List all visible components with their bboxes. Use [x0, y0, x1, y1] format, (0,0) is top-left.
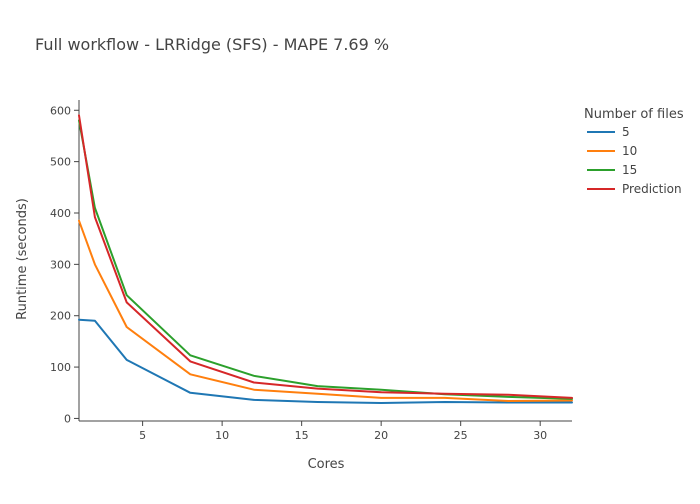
y-axis: 0 100 200 300 400 500 600: [50, 100, 80, 425]
x-tick-label: 5: [139, 429, 146, 442]
series-line-15: [78, 119, 573, 400]
legend-label: 5: [622, 125, 630, 139]
y-tick-label: 400: [50, 207, 71, 220]
x-tick-label: 20: [374, 429, 388, 442]
legend-label: Prediction: [622, 182, 682, 196]
legend-label: 10: [622, 144, 637, 158]
y-tick-label: 200: [50, 310, 71, 323]
x-tick-label: 30: [533, 429, 547, 442]
y-axis-title: Runtime (seconds): [15, 198, 30, 320]
chart-title: Full workflow - LRRidge (SFS) - MAPE 7.6…: [35, 35, 389, 54]
x-tick-label: 25: [454, 429, 468, 442]
y-tick-label: 300: [50, 258, 71, 271]
x-axis-title: Cores: [308, 457, 345, 472]
x-tick-label: 15: [295, 429, 309, 442]
y-tick-label: 100: [50, 361, 71, 374]
legend-title: Number of files: [584, 107, 684, 122]
series-layer: [78, 114, 573, 404]
y-tick-label: 0: [64, 412, 71, 425]
series-line-10: [78, 219, 573, 402]
legend: Number of files 5 10 15 Prediction: [584, 107, 684, 196]
x-tick-label: 10: [215, 429, 229, 442]
y-tick-label: 600: [50, 104, 71, 117]
series-line-5: [78, 318, 573, 404]
y-tick-label: 500: [50, 156, 71, 169]
legend-label: 15: [622, 163, 637, 177]
series-line-prediction: [78, 114, 573, 399]
x-axis: 5 10 15 20 25 30: [79, 420, 572, 442]
